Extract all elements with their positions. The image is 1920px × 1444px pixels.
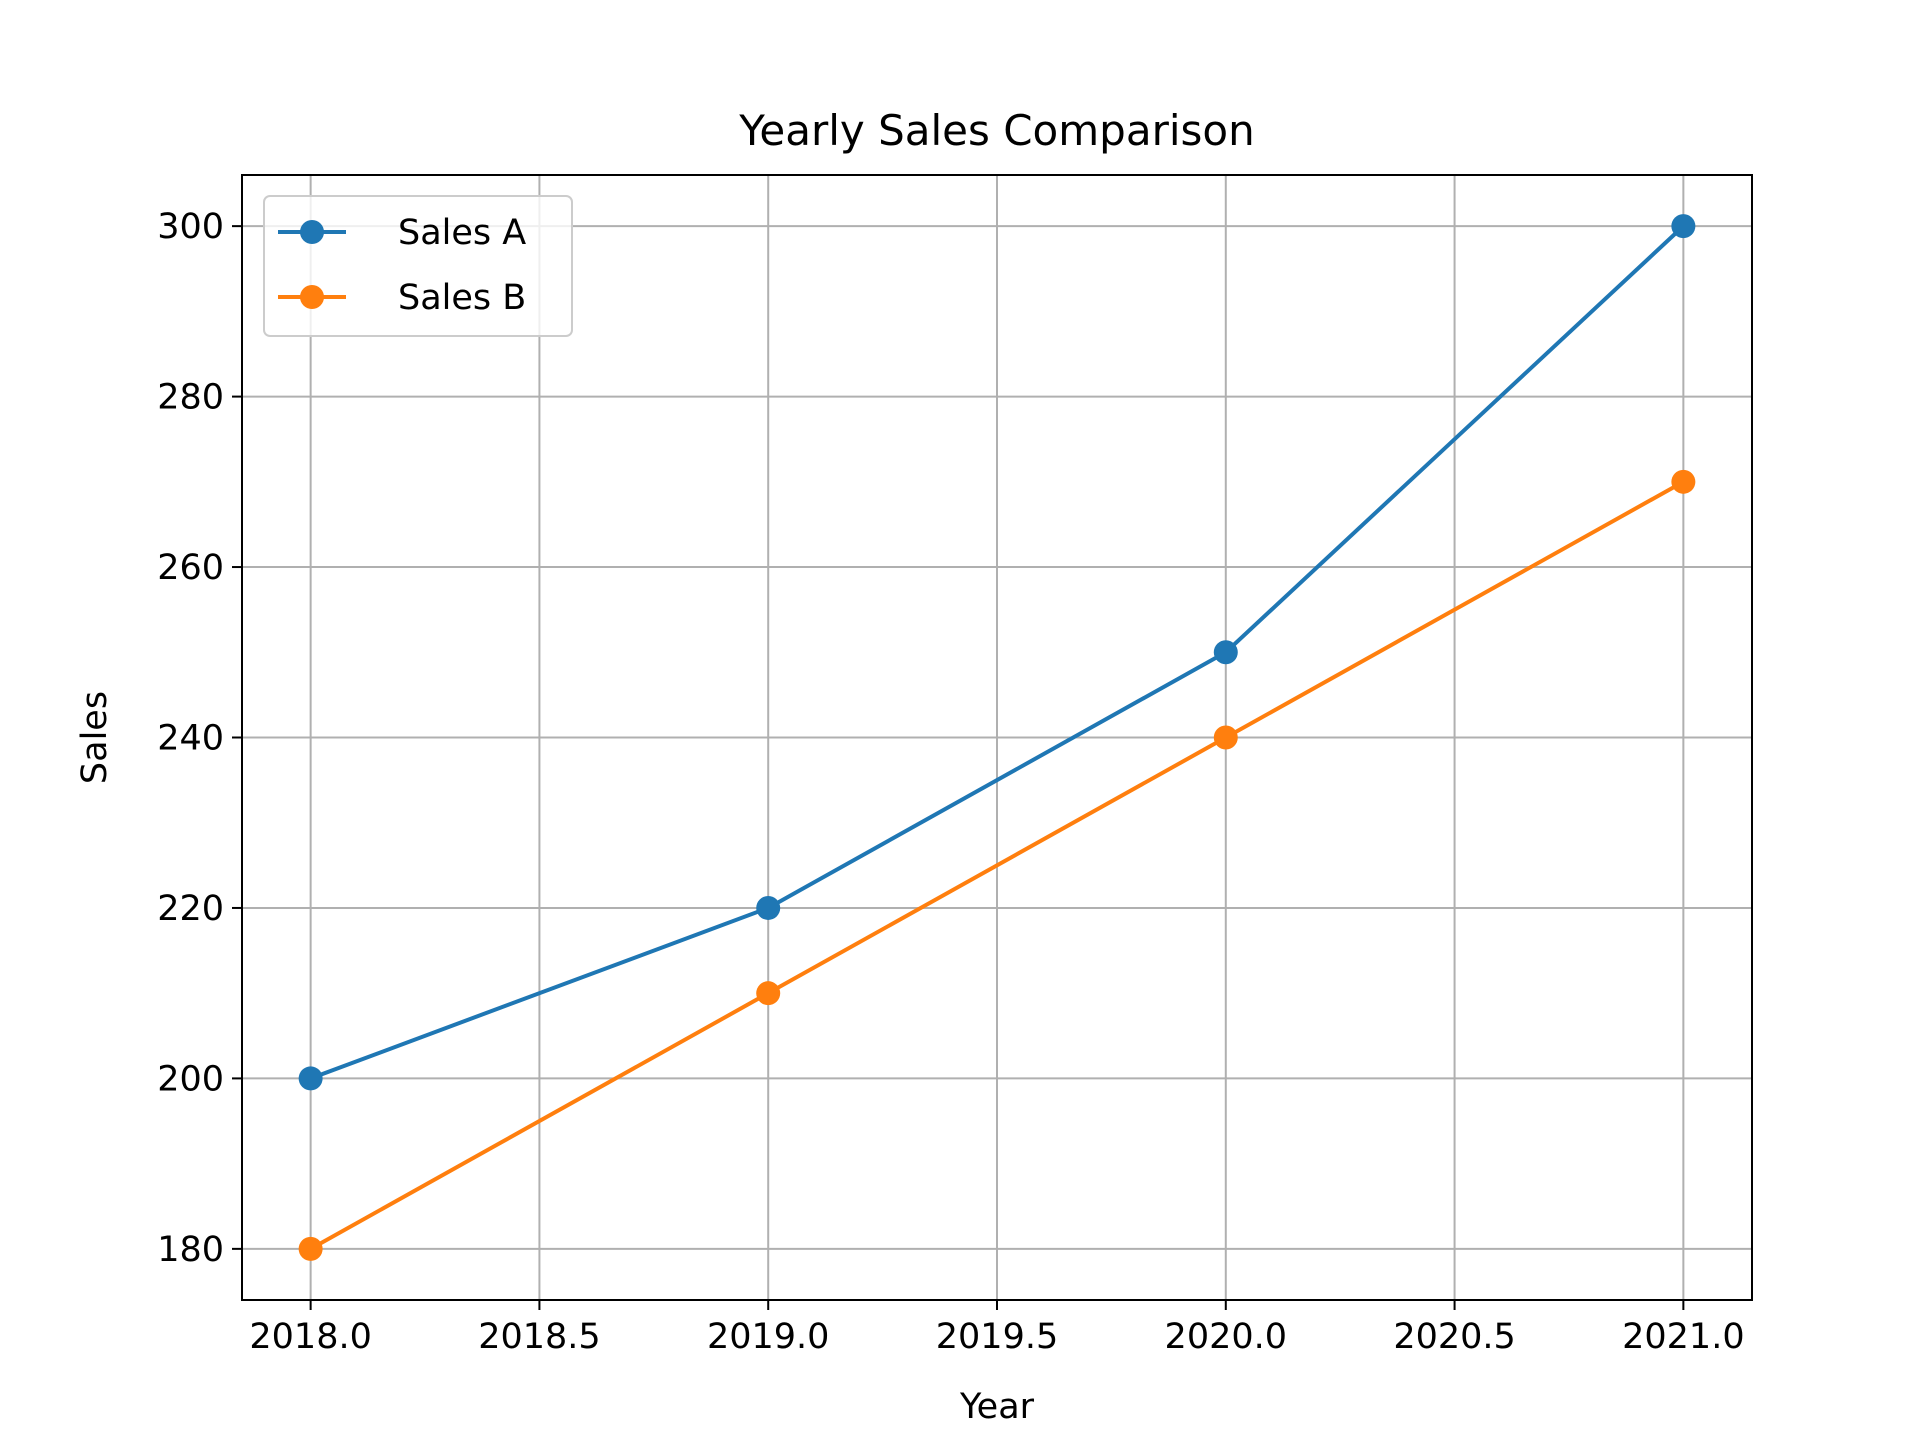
series-line-sales-b bbox=[307, 479, 1687, 1252]
y-tick-label: 220 bbox=[157, 889, 224, 929]
data-point bbox=[1213, 640, 1238, 665]
data-point bbox=[756, 981, 781, 1006]
data-point bbox=[1671, 214, 1696, 239]
data-point bbox=[1671, 469, 1696, 494]
legend-label: Sales B bbox=[398, 278, 526, 318]
legend-item: Sales A bbox=[278, 213, 526, 253]
series-layer bbox=[298, 214, 1696, 1261]
y-tick-label: 280 bbox=[157, 378, 224, 418]
legend-swatch-marker bbox=[300, 285, 324, 309]
x-tick-label: 2020.0 bbox=[1165, 1317, 1287, 1357]
x-tick-label: 2019.0 bbox=[707, 1317, 829, 1357]
legend-label: Sales A bbox=[398, 213, 526, 253]
series-line-sales-a bbox=[308, 223, 1687, 1081]
x-tick-label: 2021.0 bbox=[1622, 1317, 1744, 1357]
legend-swatch-marker bbox=[300, 220, 324, 244]
y-tick-label: 200 bbox=[157, 1059, 224, 1099]
x-tick-label: 2020.5 bbox=[1393, 1317, 1515, 1357]
y-tick-label: 260 bbox=[157, 548, 224, 588]
legend: Sales A Sales B bbox=[263, 195, 573, 337]
y-tick-label: 300 bbox=[157, 207, 224, 247]
grid bbox=[242, 175, 1752, 1300]
legend-item: Sales B bbox=[278, 278, 526, 318]
data-point bbox=[298, 1066, 323, 1091]
chart-title: Yearly Sales Comparison bbox=[738, 106, 1254, 155]
data-point bbox=[1213, 725, 1238, 750]
x-tick-label: 2019.5 bbox=[936, 1317, 1058, 1357]
y-tick-label: 240 bbox=[157, 719, 224, 759]
y-tick-label: 180 bbox=[157, 1230, 224, 1270]
x-tick-label: 2018.0 bbox=[249, 1317, 371, 1357]
data-point bbox=[756, 895, 781, 920]
ticks: 2018.0 2018.5 2019.0 2019.5 2020.0 2020.5 2021… bbox=[157, 207, 1744, 1357]
x-axis-label: Year bbox=[959, 1387, 1035, 1427]
y-axis-label: Sales bbox=[75, 691, 115, 784]
x-tick-label: 2018.5 bbox=[478, 1317, 600, 1357]
data-point bbox=[298, 1236, 323, 1261]
